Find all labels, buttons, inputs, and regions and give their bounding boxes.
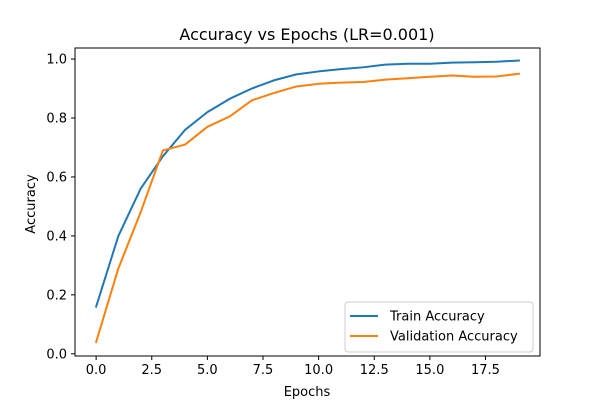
legend: Train Accuracy Validation Accuracy xyxy=(344,301,534,353)
series-line-train-accuracy xyxy=(94,59,520,308)
y-axis-label: Accuracy xyxy=(24,174,39,234)
chart-title: Accuracy vs Epochs (LR=0.001) xyxy=(179,25,434,44)
axes-frame xyxy=(74,47,541,357)
x-tick-label: 15.0 xyxy=(415,363,444,378)
y-tick-label: 0.8 xyxy=(46,112,67,127)
legend-box xyxy=(344,301,534,353)
x-tick-label: 12.5 xyxy=(360,363,389,378)
x-axis-label: Epochs xyxy=(284,385,331,400)
y-tick-label: 0.4 xyxy=(46,229,67,244)
legend-label-train-accuracy: Train Accuracy xyxy=(389,310,485,325)
x-tick-label: 2.5 xyxy=(141,363,162,378)
x-tick-label: 5.0 xyxy=(197,363,218,378)
x-tick-label: 17.5 xyxy=(471,363,500,378)
y-tick-label: 0.2 xyxy=(46,288,67,303)
x-tick-label: 0.0 xyxy=(86,363,107,378)
x-tick-label: 10.0 xyxy=(304,363,333,378)
y-tick-label: 0.0 xyxy=(46,347,67,362)
legend-label-validation-accuracy: Validation Accuracy xyxy=(390,330,518,345)
series-line-validation-accuracy xyxy=(94,72,520,344)
plot-area: 0.0 2.5 5.0 7.5 10.0 12.5 15.0 17.5 0.0 0.2 0.4 0.6… xyxy=(46,47,541,378)
y-tick-label: 0.6 xyxy=(46,170,67,185)
y-tick-label: 1.0 xyxy=(46,53,67,68)
x-tick-label: 7.5 xyxy=(253,363,274,378)
